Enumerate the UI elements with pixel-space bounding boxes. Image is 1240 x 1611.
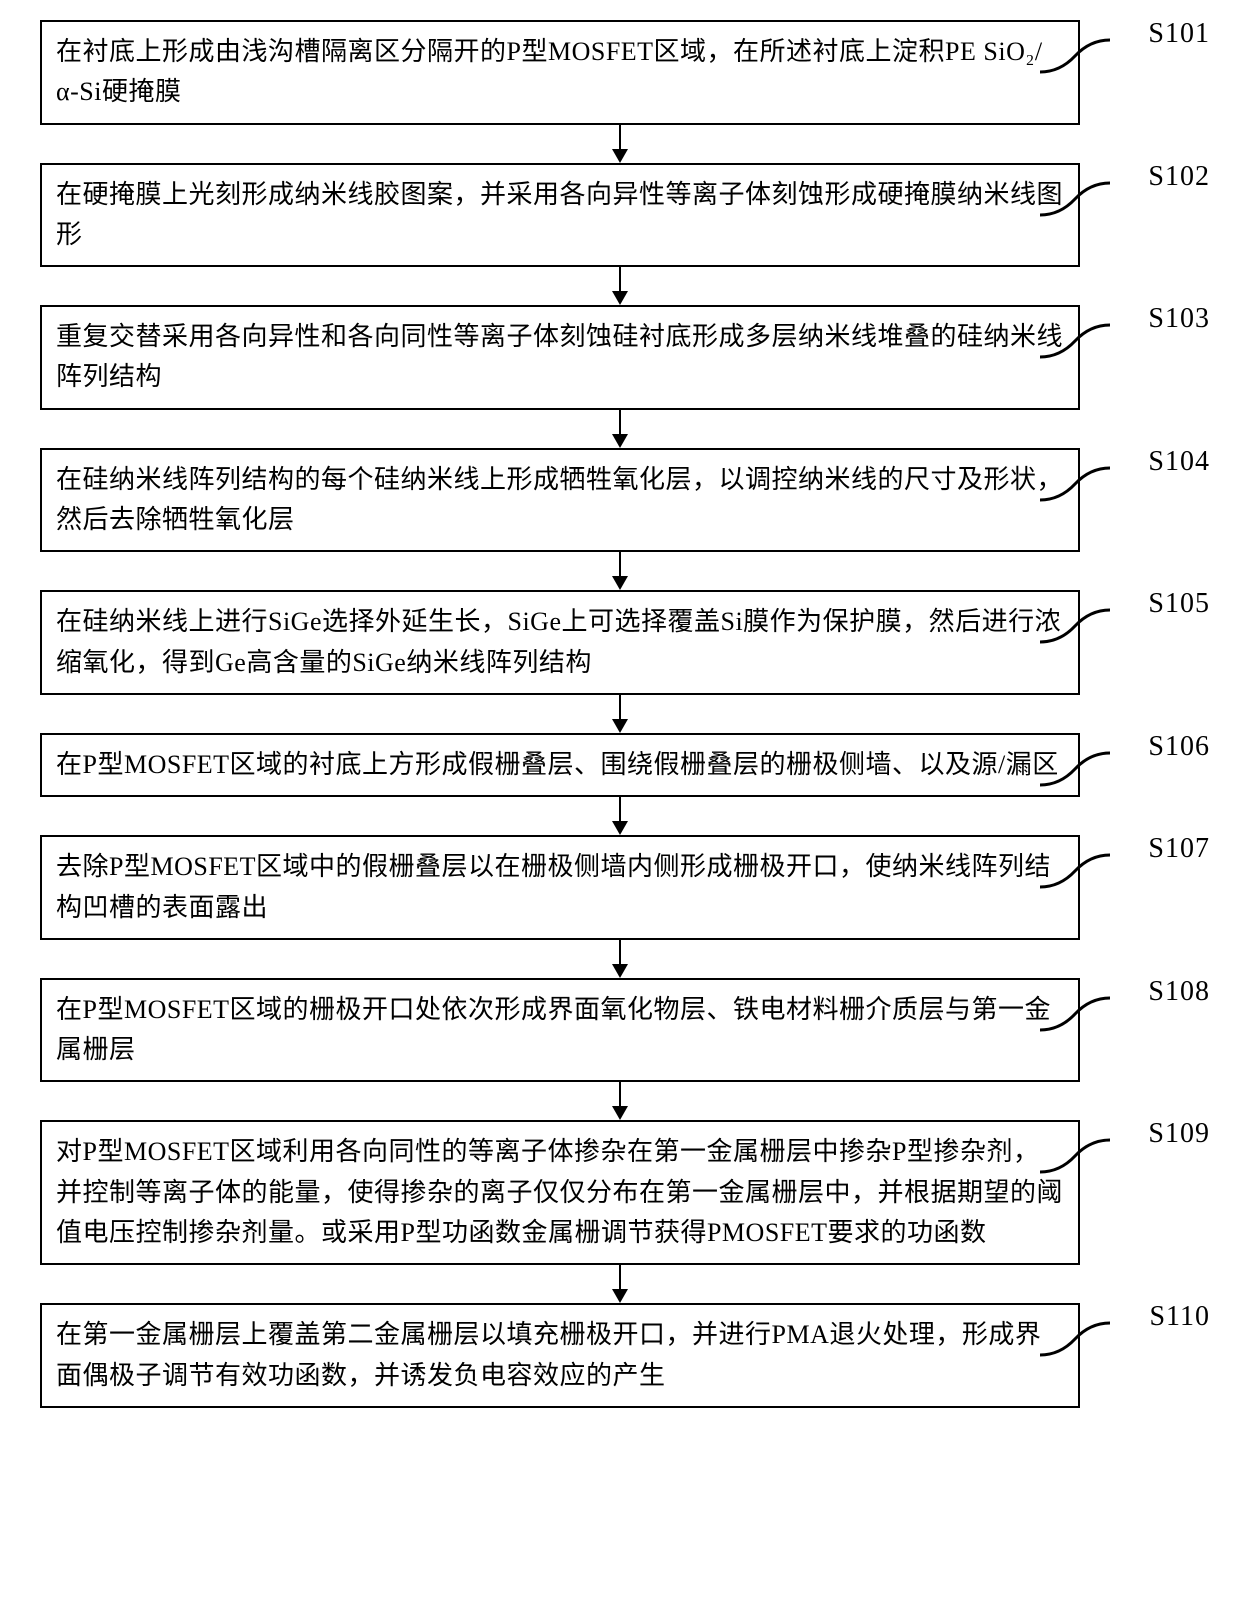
step-box-s103: 重复交替采用各向异性和各向同性等离子体刻蚀硅衬底形成多层纳米线堆叠的硅纳米线阵列… (40, 305, 1080, 410)
step-label-s104: S104 (1148, 446, 1210, 478)
step-wrapper-s110: 在第一金属栅层上覆盖第二金属栅层以填充栅极开口，并进行PMA退火处理，形成界面偶… (40, 1303, 1200, 1408)
arrow-down-icon (100, 552, 1140, 590)
flowchart-container: 在衬底上形成由浅沟槽隔离区分隔开的P型MOSFET区域，在所述衬底上淀积PE S… (40, 20, 1200, 1408)
step-label-s106: S106 (1148, 731, 1210, 763)
arrow-down-icon (100, 695, 1140, 733)
step-label-s101: S101 (1148, 18, 1210, 50)
step-label-s105: S105 (1148, 588, 1210, 620)
arrow-down-icon (100, 267, 1140, 305)
step-box-s110: 在第一金属栅层上覆盖第二金属栅层以填充栅极开口，并进行PMA退火处理，形成界面偶… (40, 1303, 1080, 1408)
step-box-s106: 在P型MOSFET区域的衬底上方形成假栅叠层、围绕假栅叠层的栅极侧墙、以及源/漏… (40, 733, 1080, 797)
step-wrapper-s107: 去除P型MOSFET区域中的假栅叠层以在栅极侧墙内侧形成栅极开口，使纳米线阵列结… (40, 835, 1200, 940)
arrow-down-icon (100, 1082, 1140, 1120)
arrow-down-icon (100, 940, 1140, 978)
connector-curve (1040, 464, 1110, 504)
step-wrapper-s103: 重复交替采用各向异性和各向同性等离子体刻蚀硅衬底形成多层纳米线堆叠的硅纳米线阵列… (40, 305, 1200, 410)
step-label-s107: S107 (1148, 833, 1210, 865)
connector-curve (1040, 1319, 1110, 1359)
step-label-s109: S109 (1148, 1118, 1210, 1150)
step-label-s102: S102 (1148, 161, 1210, 193)
step-wrapper-s106: 在P型MOSFET区域的衬底上方形成假栅叠层、围绕假栅叠层的栅极侧墙、以及源/漏… (40, 733, 1200, 797)
step-box-s108: 在P型MOSFET区域的栅极开口处依次形成界面氧化物层、铁电材料栅介质层与第一金… (40, 978, 1080, 1083)
step-label-s103: S103 (1148, 303, 1210, 335)
connector-curve (1040, 179, 1110, 219)
connector-curve (1040, 1136, 1110, 1176)
arrow-down-icon (100, 797, 1140, 835)
step-wrapper-s105: 在硅纳米线上进行SiGe选择外延生长，SiGe上可选择覆盖Si膜作为保护膜，然后… (40, 590, 1200, 695)
step-wrapper-s102: 在硬掩膜上光刻形成纳米线胶图案，并采用各向异性等离子体刻蚀形成硬掩膜纳米线图形 … (40, 163, 1200, 268)
step-wrapper-s109: 对P型MOSFET区域利用各向同性的等离子体掺杂在第一金属栅层中掺杂P型掺杂剂，… (40, 1120, 1200, 1265)
step-wrapper-s101: 在衬底上形成由浅沟槽隔离区分隔开的P型MOSFET区域，在所述衬底上淀积PE S… (40, 20, 1200, 125)
step-wrapper-s108: 在P型MOSFET区域的栅极开口处依次形成界面氧化物层、铁电材料栅介质层与第一金… (40, 978, 1200, 1083)
step-label-s108: S108 (1148, 976, 1210, 1008)
step-box-s101: 在衬底上形成由浅沟槽隔离区分隔开的P型MOSFET区域，在所述衬底上淀积PE S… (40, 20, 1080, 125)
connector-curve (1040, 994, 1110, 1034)
step-label-s110: S110 (1149, 1301, 1210, 1333)
step-box-s109: 对P型MOSFET区域利用各向同性的等离子体掺杂在第一金属栅层中掺杂P型掺杂剂，… (40, 1120, 1080, 1265)
connector-curve (1040, 851, 1110, 891)
step-wrapper-s104: 在硅纳米线阵列结构的每个硅纳米线上形成牺牲氧化层，以调控纳米线的尺寸及形状，然后… (40, 448, 1200, 553)
arrow-down-icon (100, 1265, 1140, 1303)
step-box-s104: 在硅纳米线阵列结构的每个硅纳米线上形成牺牲氧化层，以调控纳米线的尺寸及形状，然后… (40, 448, 1080, 553)
connector-curve (1040, 606, 1110, 646)
connector-curve (1040, 36, 1110, 76)
arrow-down-icon (100, 125, 1140, 163)
connector-curve (1040, 749, 1110, 789)
arrow-down-icon (100, 410, 1140, 448)
step-box-s107: 去除P型MOSFET区域中的假栅叠层以在栅极侧墙内侧形成栅极开口，使纳米线阵列结… (40, 835, 1080, 940)
connector-curve (1040, 321, 1110, 361)
step-box-s102: 在硬掩膜上光刻形成纳米线胶图案，并采用各向异性等离子体刻蚀形成硬掩膜纳米线图形 (40, 163, 1080, 268)
step-box-s105: 在硅纳米线上进行SiGe选择外延生长，SiGe上可选择覆盖Si膜作为保护膜，然后… (40, 590, 1080, 695)
